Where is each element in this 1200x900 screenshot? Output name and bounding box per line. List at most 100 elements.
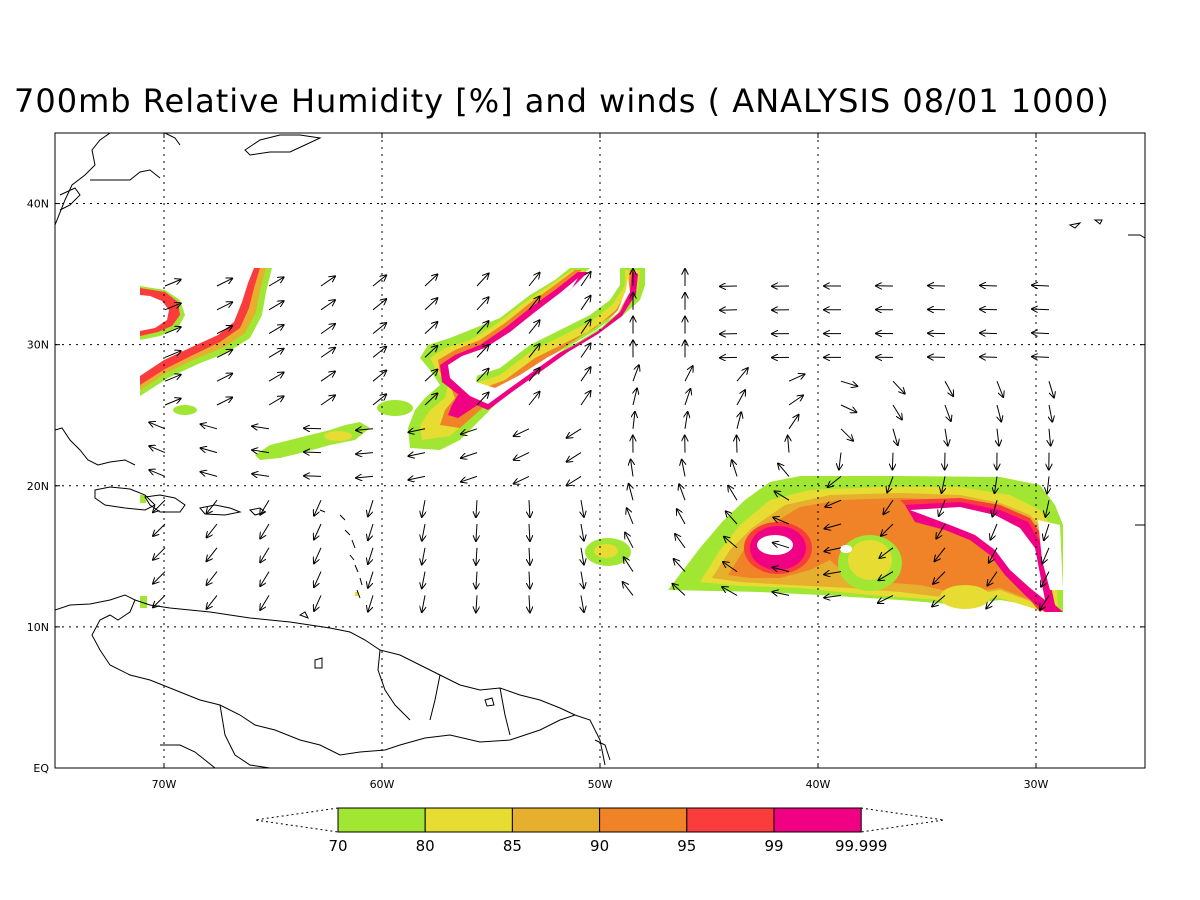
wind-arrow	[149, 470, 166, 477]
wind-arrow	[1032, 333, 1050, 334]
wind-arrow	[581, 571, 584, 589]
wind-arrow	[945, 428, 948, 446]
wind-arrow	[677, 509, 686, 525]
wind-arrow	[773, 517, 790, 525]
wind-arrow	[736, 368, 748, 382]
wind-arrow	[775, 491, 790, 501]
wind-arrow	[216, 374, 232, 382]
wind-arrow	[356, 453, 374, 455]
colorbar-segment	[337, 807, 426, 833]
wind-arrow	[788, 374, 805, 382]
wind-arrow	[788, 415, 799, 430]
colorbar-label: 99.999	[835, 837, 888, 855]
wind-arrow	[424, 298, 437, 311]
wind-arrow	[368, 547, 374, 564]
wind-arrow	[268, 396, 284, 406]
wind-arrow	[580, 391, 591, 406]
wind-arrow	[216, 397, 232, 406]
wind-arrow	[788, 395, 803, 406]
wind-arrow	[207, 571, 218, 585]
colorbar: 70 80 85 90 95 99 99.999	[254, 807, 945, 855]
wind-arrow	[840, 404, 856, 412]
wind-arrow	[632, 365, 639, 382]
wind-arrow	[825, 523, 842, 529]
wind-arrow	[726, 511, 738, 525]
wind-arrow	[1032, 309, 1050, 310]
wind-arrow	[581, 547, 584, 565]
wind-arrow	[304, 452, 322, 453]
wind-arrow	[424, 370, 437, 382]
wind-arrow	[728, 486, 738, 501]
lon-label: 40W	[806, 778, 831, 791]
wind-arrow	[268, 373, 284, 382]
humidity-region-east	[668, 476, 1063, 612]
wind-arrow	[1048, 381, 1054, 397]
wind-arrow	[476, 345, 489, 358]
wind-arrow	[825, 499, 842, 507]
lat-label: 10N	[27, 621, 49, 634]
wind-arrow	[149, 446, 166, 454]
wind-arrow	[892, 380, 905, 393]
wind-arrow	[314, 547, 322, 564]
wind-arrow	[840, 380, 857, 386]
wind-arrow	[679, 484, 686, 501]
colorbar-label: 90	[590, 837, 609, 855]
wind-arrow	[260, 595, 270, 610]
wind-arrow	[320, 372, 335, 382]
wind-arrow	[476, 547, 477, 565]
wind-arrow	[883, 499, 894, 514]
wind-arrow	[942, 476, 946, 493]
wind-arrow	[581, 595, 584, 612]
wind-arrow	[528, 392, 540, 406]
wind-arrow	[1045, 500, 1049, 517]
wind-arrow	[936, 523, 946, 539]
wind-arrow	[314, 523, 322, 540]
wind-arrow	[580, 320, 591, 334]
colorbar-segment	[424, 807, 513, 833]
wind-arrow	[684, 389, 690, 406]
grid-lines	[55, 133, 1145, 768]
colorbar-right-extension	[860, 807, 945, 833]
wind-arrow	[581, 523, 584, 541]
wind-arrow	[314, 571, 322, 588]
wind-arrow	[528, 273, 540, 287]
wind-arrow	[944, 404, 951, 421]
wind-arrow	[424, 393, 437, 406]
wind-arrow	[372, 275, 386, 287]
wind-arrow	[989, 547, 998, 563]
wind-arrow	[514, 452, 530, 460]
wind-arrow	[164, 303, 181, 311]
wind-arrow	[528, 368, 540, 382]
wind-arrow	[935, 547, 946, 561]
wind-arrow	[476, 274, 489, 287]
wind-arrow	[164, 280, 181, 287]
wind-arrow	[424, 346, 437, 358]
wind-arrow	[675, 534, 686, 549]
wind-arrow	[528, 344, 540, 358]
wind-arrow	[631, 460, 633, 477]
wind-arrow	[424, 274, 437, 287]
wind-arrow	[1044, 523, 1050, 540]
wind-arrow	[476, 321, 489, 334]
wind-arrow	[372, 394, 386, 406]
wind-arrow	[980, 285, 998, 286]
wind-arrow	[788, 436, 789, 453]
wind-arrow	[828, 476, 842, 487]
wind-arrow	[476, 595, 477, 612]
wind-arrow	[201, 424, 218, 430]
wind-arrow	[990, 523, 998, 540]
wind-arrow	[995, 476, 998, 493]
colorbar-segment	[686, 807, 775, 833]
wind-arrow	[674, 559, 686, 572]
wind-arrow	[372, 299, 386, 311]
wind-arrow	[408, 453, 426, 457]
wind-arrow	[528, 320, 540, 334]
wind-arrow	[149, 422, 166, 430]
wind-arrow	[424, 322, 437, 334]
wind-arrow	[164, 351, 181, 358]
wind-arrow	[892, 404, 902, 420]
wind-arrow	[320, 300, 335, 311]
wind-arrow	[216, 326, 232, 335]
wind-arrow	[153, 499, 166, 512]
wind-arrow	[514, 428, 530, 436]
